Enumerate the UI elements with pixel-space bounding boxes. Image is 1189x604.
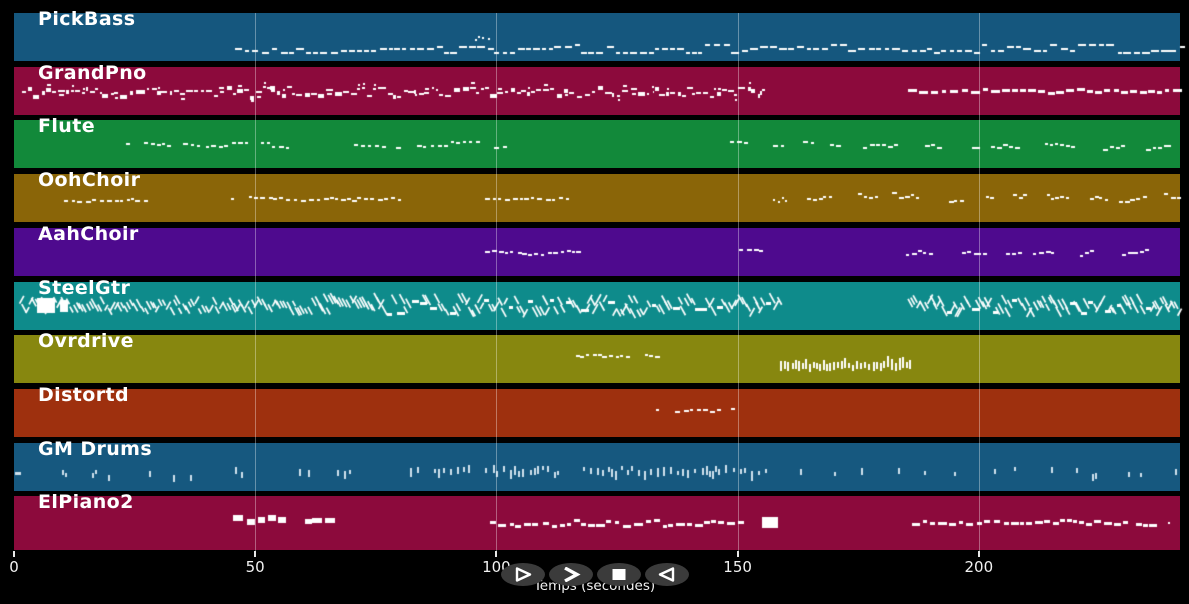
rewind-button[interactable] bbox=[645, 563, 689, 586]
track-label: Distortd bbox=[38, 383, 129, 406]
track-label: AahChoir bbox=[38, 222, 139, 245]
track-label: OohChoir bbox=[38, 169, 141, 192]
track-label: Ovrdrive bbox=[38, 330, 134, 353]
track-label: Flute bbox=[38, 115, 95, 138]
track-label: ElPiano2 bbox=[38, 491, 134, 514]
play-button[interactable] bbox=[501, 563, 545, 586]
fast-forward-button[interactable] bbox=[549, 563, 593, 586]
play-outline-icon bbox=[515, 567, 532, 582]
stop-icon bbox=[612, 569, 626, 580]
track-label: GM Drums bbox=[38, 437, 153, 460]
stop-button[interactable] bbox=[597, 563, 641, 586]
track-label: GrandPno bbox=[38, 61, 147, 84]
fast-forward-icon bbox=[564, 567, 581, 582]
track-label: SteelGtr bbox=[38, 276, 131, 299]
track-label: PickBass bbox=[38, 8, 136, 30]
rewind-outline-icon bbox=[658, 567, 675, 582]
